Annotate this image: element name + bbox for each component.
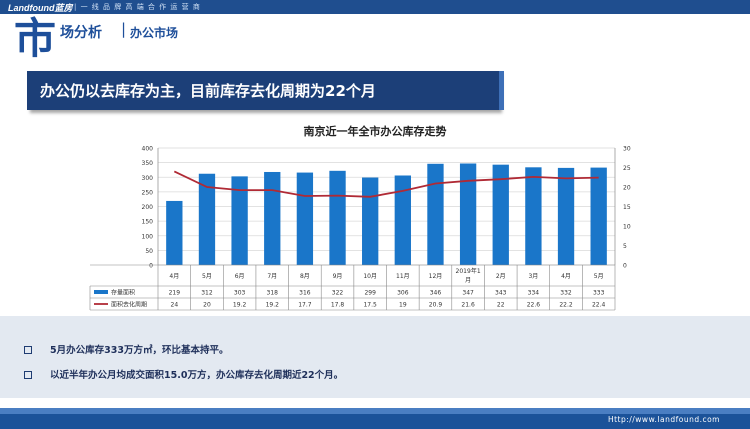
section-separator: | bbox=[121, 20, 127, 38]
footer-url: Http://www.landfound.com bbox=[607, 415, 720, 424]
data-label: 343 bbox=[495, 290, 507, 297]
y-left-tick-label: 150 bbox=[142, 219, 154, 226]
x-tick-label: 5月 bbox=[594, 273, 604, 280]
bar bbox=[427, 163, 444, 265]
x-tick-label: 5月 bbox=[202, 273, 212, 280]
x-tick-label: 2月 bbox=[496, 273, 506, 280]
y-right-tick-label: 20 bbox=[623, 185, 631, 192]
note-bullet-icon bbox=[24, 345, 32, 354]
footer-bar: Http://www.landfound.com bbox=[0, 408, 750, 429]
data-label: 332 bbox=[560, 290, 572, 297]
x-tick-label: 4月 bbox=[561, 273, 571, 280]
headline-text: 办公仍以去库存为主，目前库存去化周期为22个月 bbox=[40, 82, 376, 100]
data-label: 318 bbox=[267, 290, 279, 297]
bar bbox=[329, 170, 346, 265]
data-label: 19 bbox=[399, 302, 407, 309]
y-left-tick-label: 300 bbox=[142, 175, 154, 182]
x-tick-label: 2019年1 bbox=[456, 267, 481, 275]
bar bbox=[492, 164, 509, 265]
data-label: 22.4 bbox=[592, 302, 606, 309]
brand-slogan: | 一 线 品 牌 高 端 合 作 运 营 商 bbox=[74, 3, 201, 11]
y-right-tick-label: 10 bbox=[623, 224, 631, 231]
data-label: 17.5 bbox=[363, 302, 377, 309]
data-label: 312 bbox=[201, 290, 213, 297]
bar bbox=[362, 177, 379, 265]
data-label: 21.6 bbox=[461, 302, 475, 309]
data-label: 20 bbox=[203, 302, 211, 309]
footer-stripe bbox=[0, 408, 750, 414]
data-label: 22.6 bbox=[527, 302, 541, 309]
data-label: 333 bbox=[593, 290, 605, 297]
x-tick-label: 12月 bbox=[429, 273, 443, 280]
headline-banner: 办公仍以去库存为主，目前库存去化周期为22个月 bbox=[27, 71, 504, 110]
data-label: 299 bbox=[364, 290, 376, 297]
y-right-tick-label: 0 bbox=[623, 263, 627, 270]
x-tick-label: 11月 bbox=[396, 273, 410, 280]
data-label: 346 bbox=[430, 290, 442, 297]
data-label: 322 bbox=[332, 290, 344, 297]
data-label: 22.2 bbox=[559, 302, 573, 309]
x-tick-label: 10月 bbox=[363, 273, 377, 280]
x-tick-label: 7月 bbox=[267, 273, 277, 280]
y-left-tick-label: 100 bbox=[142, 233, 154, 240]
data-label: 219 bbox=[169, 290, 181, 297]
bar bbox=[231, 176, 248, 265]
y-right-tick-label: 15 bbox=[623, 204, 631, 211]
data-label: 24 bbox=[171, 302, 179, 309]
bar bbox=[166, 200, 183, 265]
section-subtitle: 办公市场 bbox=[130, 26, 179, 40]
note-bullet-icon bbox=[24, 370, 32, 379]
y-left-tick-label: 50 bbox=[145, 248, 153, 255]
bar bbox=[459, 163, 477, 265]
top-bar: Landfound蓝房 | 一 线 品 牌 高 端 合 作 运 营 商 bbox=[0, 0, 750, 14]
x-tick-label: 4月 bbox=[169, 273, 179, 280]
note-text: 5月办公库存333万方㎡，环比基本持平。 bbox=[50, 345, 229, 356]
y-left-tick-label: 250 bbox=[142, 189, 154, 196]
brand-logo: Landfound蓝房 bbox=[8, 3, 73, 13]
data-label: 17.7 bbox=[298, 302, 312, 309]
bar bbox=[198, 173, 216, 265]
y-left-tick-label: 0 bbox=[149, 263, 153, 270]
headline-accent bbox=[499, 71, 504, 110]
legend-label: 存量面积 bbox=[111, 289, 135, 297]
data-label: 20.9 bbox=[429, 302, 443, 309]
bar bbox=[296, 172, 314, 265]
y-left-tick-label: 400 bbox=[142, 146, 154, 153]
y-left-tick-label: 200 bbox=[142, 204, 154, 211]
note-text: 以近半年办公月均成交面积15.0万方，办公库存去化周期近22个月。 bbox=[50, 370, 344, 381]
bar bbox=[264, 171, 281, 265]
y-right-tick-label: 25 bbox=[623, 165, 631, 172]
data-label: 316 bbox=[299, 290, 311, 297]
x-tick-label: 9月 bbox=[333, 273, 343, 280]
section-big-char: 市 bbox=[14, 14, 57, 63]
legend-label: 面积去化周期 bbox=[111, 301, 147, 309]
note-row-2: 以近半年办公月均成交面积15.0万方，办公库存去化周期近22个月。 bbox=[24, 367, 343, 381]
y-right-tick-label: 30 bbox=[623, 146, 631, 153]
data-label: 19.2 bbox=[266, 302, 280, 309]
section-title: 场分析 bbox=[60, 25, 102, 41]
x-tick-label: 3月 bbox=[528, 273, 538, 280]
bar bbox=[590, 167, 607, 265]
bar bbox=[557, 167, 575, 265]
data-label: 347 bbox=[462, 290, 474, 297]
data-label: 22 bbox=[497, 302, 505, 309]
chart-title: 南京近一年全市办公库存走势 bbox=[303, 125, 447, 138]
notes-panel: 5月办公库存333万方㎡，环比基本持平。 以近半年办公月均成交面积15.0万方，… bbox=[0, 316, 750, 398]
data-label: 19.2 bbox=[233, 302, 247, 309]
note-row-1: 5月办公库存333万方㎡，环比基本持平。 bbox=[24, 342, 228, 356]
x-tick-label: 8月 bbox=[300, 273, 310, 280]
legend-key-bar bbox=[94, 290, 108, 294]
y-left-tick-label: 350 bbox=[142, 160, 154, 167]
data-label: 334 bbox=[528, 290, 540, 297]
bar bbox=[394, 175, 411, 265]
x-tick-label: 月 bbox=[465, 277, 471, 284]
data-label: 303 bbox=[234, 290, 246, 297]
y-right-tick-label: 5 bbox=[623, 243, 627, 250]
data-label: 306 bbox=[397, 290, 409, 297]
x-tick-label: 6月 bbox=[235, 273, 245, 280]
data-label: 17.8 bbox=[331, 302, 345, 309]
bar bbox=[525, 167, 542, 265]
inventory-chart: 0 50 100 150 200 250 300 350 400 0 5 10 15 20 25 30 4月 5月… bbox=[89, 146, 631, 311]
cycle-line bbox=[173, 170, 599, 198]
